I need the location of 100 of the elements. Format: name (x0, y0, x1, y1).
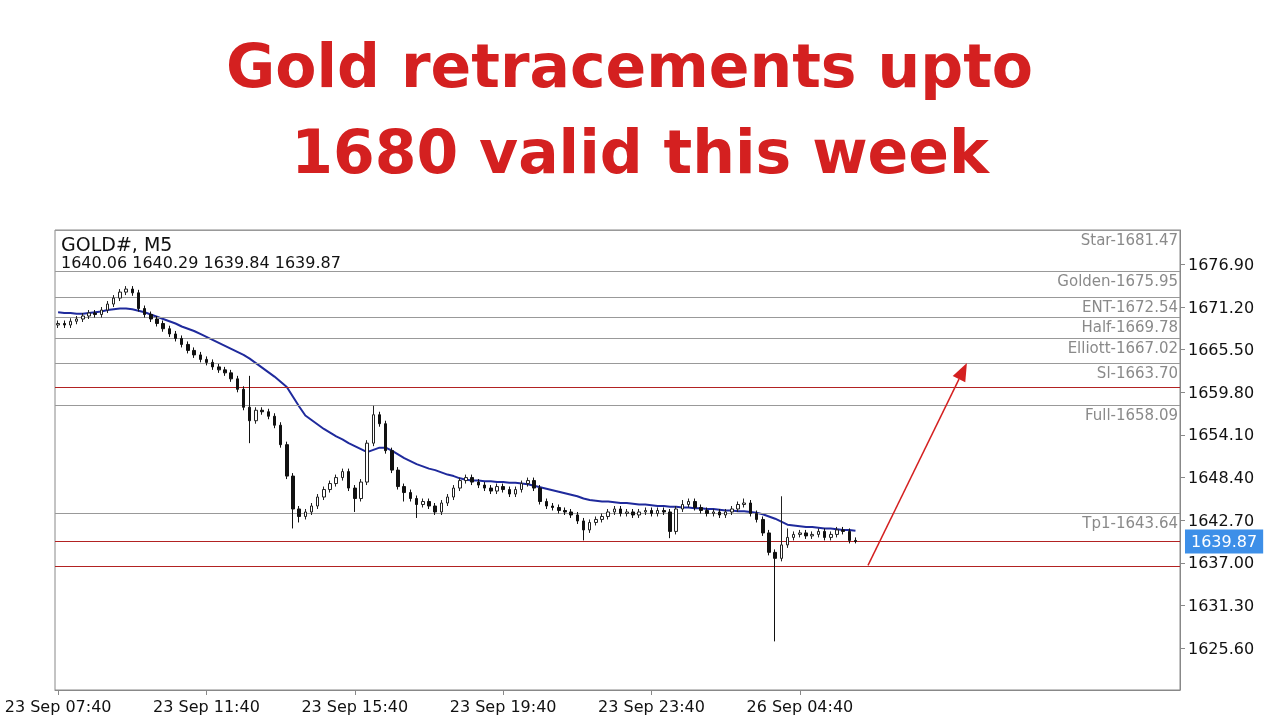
candlestick (334, 474, 338, 488)
ref-line-label: 1639.87 (1191, 531, 1258, 551)
candlestick (149, 311, 153, 323)
candlestick (489, 484, 493, 495)
candlestick (687, 498, 690, 508)
ref-line-label: Tp1-1643.64 (1081, 513, 1178, 532)
candlestick (532, 477, 536, 492)
candlestick (328, 480, 332, 494)
candlestick (168, 325, 171, 338)
candlestick (452, 484, 455, 501)
candlestick (267, 408, 270, 420)
candlestick (742, 498, 746, 508)
candlestick (81, 312, 85, 323)
ref-line-label: Elliott-1667.02 (1067, 338, 1178, 357)
candlestick (693, 498, 697, 511)
candlestick (804, 529, 808, 540)
candlestick (433, 502, 437, 516)
candlestick (569, 508, 573, 519)
candlestick (755, 509, 758, 523)
ref-line-label: Sl-1663.70 (1096, 363, 1178, 382)
candlestick (118, 288, 122, 302)
y-tick-label: 1648.40 (1188, 468, 1255, 488)
chart-title: Gold retracements upto 1680 valid this week (226, 31, 1054, 187)
candlestick (470, 474, 474, 486)
candlestick (143, 305, 146, 319)
candlestick (761, 515, 765, 537)
candlestick (606, 508, 610, 520)
x-tick-label: 23 Sep 07:40 (4, 696, 112, 716)
candlestick (384, 420, 387, 455)
candlestick (841, 526, 845, 535)
x-tick-label: 23 Sep 19:40 (449, 696, 557, 716)
candlestick (273, 412, 276, 429)
candlestick (291, 472, 295, 529)
candlestick (316, 493, 319, 510)
candlestick (87, 309, 91, 320)
ref-line-label: Half-1669.78 (1081, 318, 1178, 337)
candlestick (155, 315, 159, 327)
candlestick (712, 508, 715, 517)
candlestick (415, 495, 418, 519)
y-tick-label: 1642.70 (1188, 510, 1255, 530)
y-tick-label: 1625.60 (1188, 638, 1255, 658)
x-tick-label: 23 Sep 11:40 (153, 696, 260, 716)
y-tick-label: 1631.30 (1188, 595, 1255, 615)
candlestick (594, 515, 598, 526)
candlestick (545, 498, 548, 510)
annotation: GOLD#, M5 (61, 232, 173, 255)
candlestick (180, 334, 183, 348)
candlestick (390, 447, 394, 474)
candlestick (304, 508, 307, 520)
candlestick (631, 508, 635, 519)
candlestick (359, 478, 363, 503)
candlestick (229, 369, 233, 383)
candlestick (835, 526, 839, 538)
candlestick (551, 502, 554, 511)
candlestick (508, 486, 511, 498)
y-tick-label: 1671.20 (1188, 297, 1255, 317)
candlestick (563, 507, 567, 516)
candlestick (483, 481, 486, 492)
candlestick (372, 405, 375, 447)
candlestick (223, 366, 227, 377)
candlestick (347, 468, 350, 492)
annotation: 1640.06 1640.29 1639.84 1639.87 (61, 252, 341, 272)
ref-line-label: ENT-1672.54 (1082, 297, 1178, 316)
candlestick (365, 439, 369, 486)
candlestick (322, 486, 326, 501)
line-series (57, 307, 857, 532)
candlestick (538, 484, 542, 505)
candlestick (427, 498, 431, 510)
candlestick (792, 530, 795, 541)
candlestick (495, 483, 499, 495)
candlestick (767, 529, 771, 556)
candlestick (749, 499, 752, 517)
candlestick (186, 340, 190, 354)
candlestick (124, 285, 128, 296)
candlestick (174, 330, 177, 342)
candlestick (699, 504, 703, 514)
ref-line-label: Full-1658.09 (1084, 405, 1178, 424)
candlestick (100, 306, 103, 319)
candlestick (718, 508, 721, 519)
candlestick (161, 320, 165, 333)
candlestick (730, 505, 734, 516)
candlestick (644, 507, 647, 516)
candlestick (514, 486, 517, 498)
candlestick (131, 285, 134, 297)
candlestick (396, 466, 400, 491)
candlestick (520, 480, 523, 494)
candlestick (625, 508, 629, 517)
candlestick (736, 501, 740, 513)
candlestick (798, 529, 802, 538)
candlestick (854, 536, 857, 544)
candlestick (526, 477, 530, 488)
candlestick (75, 315, 78, 325)
candlestick (260, 406, 264, 416)
ref-line-label: Star-1681.47 (1080, 230, 1178, 249)
candlestick (674, 505, 678, 535)
candlestick (705, 507, 709, 517)
candlestick (112, 294, 115, 308)
candlestick (464, 474, 468, 485)
candlestick (378, 411, 381, 428)
candlestick (823, 527, 826, 541)
